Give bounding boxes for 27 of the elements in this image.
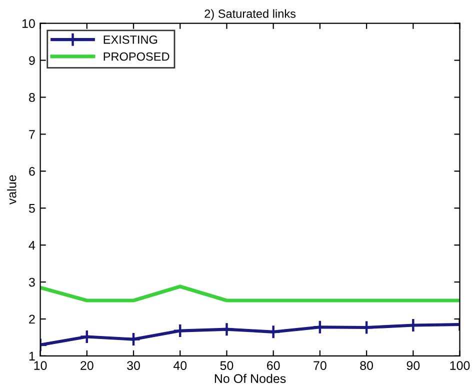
point — [359, 320, 374, 335]
point — [80, 329, 94, 344]
y-tick-label: 7 — [29, 130, 35, 139]
x-tick-label: 70 — [314, 361, 326, 370]
point — [126, 332, 141, 347]
x-tick-label: 80 — [360, 361, 374, 370]
x-tick-label: 50 — [220, 361, 234, 370]
legend-label: PROPOSED — [104, 52, 170, 61]
x-tick-label: 20 — [80, 361, 94, 370]
y-tick-label: 8 — [29, 93, 35, 102]
y-tick-label: 6 — [29, 166, 35, 176]
chart-title: 2) Saturated links — [204, 9, 296, 20]
y-tick-label: 4 — [28, 241, 36, 250]
y-tick-label: 3 — [28, 278, 35, 287]
y-tick-label: 1 — [29, 352, 35, 360]
y-tick-label: 5 — [28, 204, 35, 213]
y-axis-title: value — [7, 175, 16, 205]
y-tick-label: 10 — [22, 19, 35, 28]
x-tick-label: 40 — [173, 361, 187, 370]
x-tick-label: 90 — [406, 361, 420, 370]
legend-label: EXISTING — [104, 35, 158, 44]
y-tick-label: 2 — [29, 314, 35, 324]
x-tick-label: 100 — [450, 361, 470, 370]
x-tick-label: 30 — [127, 361, 140, 370]
x-axis-title: No Of Nodes — [214, 374, 286, 384]
y-tick-label: 9 — [29, 56, 35, 65]
x-tick-label: 60 — [267, 361, 280, 370]
